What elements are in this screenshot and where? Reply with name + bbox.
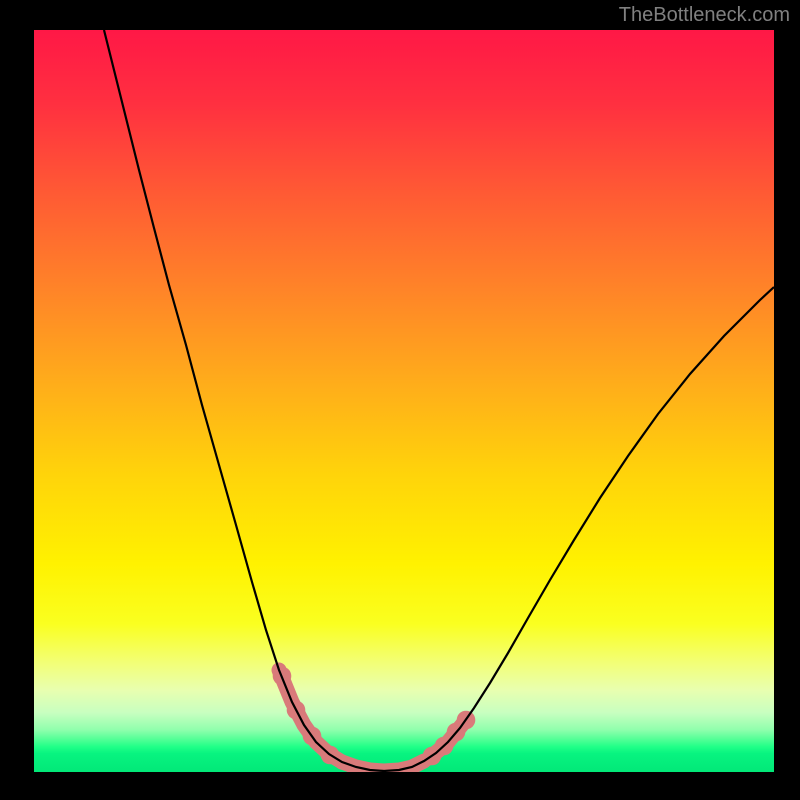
watermark-text: TheBottleneck.com xyxy=(619,4,790,27)
curve-layer xyxy=(34,30,774,772)
plot-area xyxy=(34,30,774,772)
bottleneck-curve xyxy=(104,30,774,771)
chart-container: TheBottleneck.com xyxy=(0,0,800,800)
